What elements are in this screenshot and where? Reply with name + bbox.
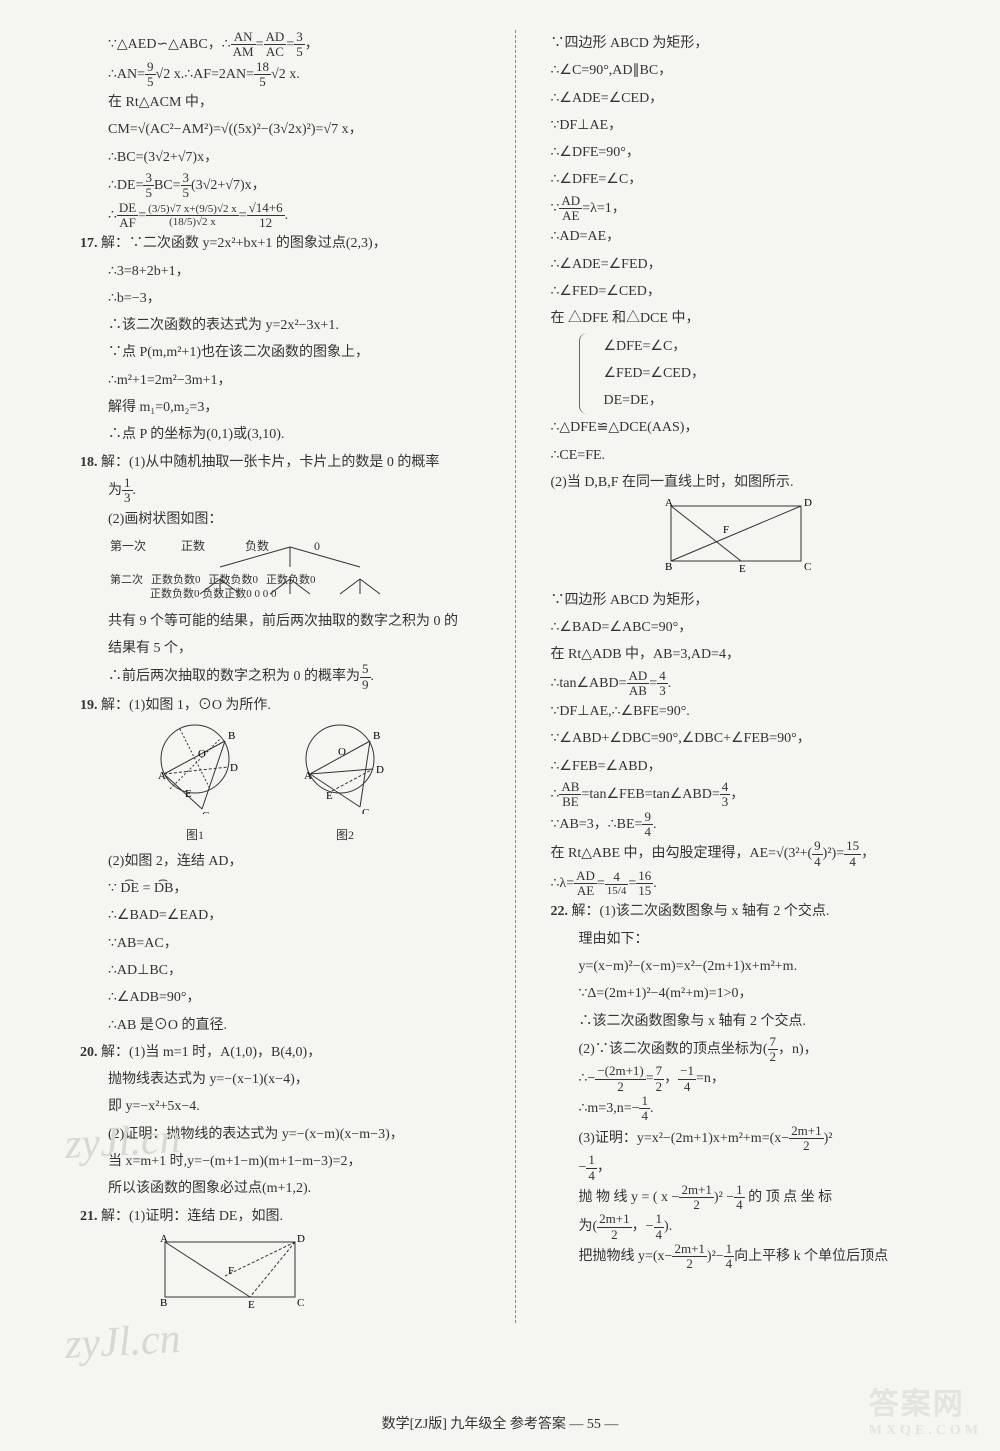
rect-fig-21: A D B E C F — [140, 1234, 480, 1319]
svg-text:C: C — [202, 810, 209, 814]
svg-text:C: C — [804, 561, 811, 573]
svg-text:B: B — [160, 1297, 167, 1309]
svg-text:B: B — [373, 730, 380, 742]
tree-diagram: 第一次 正数 负数 0 第二次 正数负数0 正数负数0 正数负数0 正数负数0 … — [160, 539, 480, 602]
svg-text:D: D — [230, 762, 238, 774]
svg-text:E: E — [326, 790, 333, 802]
figure-row: AB CD EO 图1 AB CD EO 图2 — [140, 719, 480, 848]
svg-text:E: E — [185, 788, 192, 800]
svg-text:C: C — [362, 807, 369, 814]
svg-text:A: A — [304, 770, 312, 782]
svg-text:B: B — [665, 561, 672, 573]
svg-text:D: D — [804, 497, 812, 509]
svg-text:A: A — [665, 497, 673, 509]
svg-text:A: A — [160, 1234, 168, 1245]
watermark-text: zyJl.cn — [64, 1115, 182, 1169]
page-footer: 数学[ZJ版] 九年级全 参考答案 — 55 — — [0, 1413, 1000, 1433]
circle-fig2: A B C D E O — [290, 719, 400, 814]
svg-text:E: E — [248, 1299, 255, 1309]
svg-text:F: F — [228, 1265, 234, 1277]
svg-text:O: O — [338, 746, 346, 758]
svg-text:E: E — [739, 563, 746, 575]
svg-text:O: O — [198, 748, 206, 760]
svg-text:D: D — [297, 1234, 305, 1245]
circle-fig1: A B C D E O — [140, 719, 250, 814]
svg-text:D: D — [376, 764, 384, 776]
svg-text:B: B — [228, 730, 235, 742]
watermark-text: zyJl.cn — [64, 1315, 182, 1369]
svg-text:A: A — [158, 770, 166, 782]
svg-text:C: C — [297, 1297, 304, 1309]
rect-fig-col2: A D B E C F — [651, 496, 951, 586]
svg-text:F: F — [723, 524, 729, 536]
right-column: ∵四边形 ABCD 为矩形， ∴∠C=90°,AD∥BC， ∴∠ADE=∠CED… — [551, 30, 951, 1323]
column-divider — [515, 30, 516, 1323]
